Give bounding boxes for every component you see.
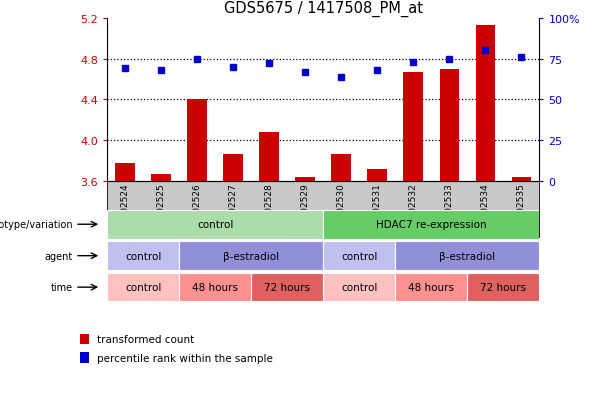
Bar [332, 154, 351, 182]
Text: control: control [125, 282, 161, 292]
Text: time: time [51, 282, 73, 292]
Bar [324, 273, 395, 302]
Text: agent: agent [45, 251, 73, 261]
Text: 48 hours: 48 hours [192, 282, 238, 292]
Bar [468, 273, 539, 302]
Text: HDAC7 re-expression: HDAC7 re-expression [376, 220, 487, 230]
Bar [395, 273, 468, 302]
Bar [440, 69, 459, 182]
Bar [259, 133, 280, 182]
Bar [403, 73, 424, 182]
Bar [151, 175, 171, 182]
Text: control: control [341, 282, 378, 292]
Text: genotype/variation: genotype/variation [0, 220, 73, 230]
Text: β-estradiol: β-estradiol [223, 251, 280, 261]
Text: 48 hours: 48 hours [408, 282, 454, 292]
Bar [324, 242, 395, 271]
Bar [80, 353, 89, 363]
Text: β-estradiol: β-estradiol [440, 251, 495, 261]
Bar [511, 178, 531, 182]
Title: GDS5675 / 1417508_PM_at: GDS5675 / 1417508_PM_at [224, 1, 423, 17]
Bar [179, 242, 324, 271]
Bar [80, 334, 89, 344]
Text: transformed count: transformed count [97, 335, 194, 344]
Text: control: control [197, 220, 234, 230]
Bar [476, 26, 495, 182]
Bar [367, 169, 387, 182]
Bar [107, 210, 324, 239]
Bar [251, 273, 324, 302]
Text: control: control [341, 251, 378, 261]
Bar [395, 242, 539, 271]
Bar [115, 164, 135, 182]
Bar [223, 154, 243, 182]
Text: 72 hours: 72 hours [481, 282, 527, 292]
Bar [188, 100, 207, 182]
Text: control: control [125, 251, 161, 261]
Text: 72 hours: 72 hours [264, 282, 310, 292]
Bar [107, 273, 179, 302]
Bar [107, 242, 179, 271]
Bar [295, 178, 315, 182]
Bar [179, 273, 251, 302]
Bar [324, 210, 539, 239]
Text: percentile rank within the sample: percentile rank within the sample [97, 353, 273, 363]
